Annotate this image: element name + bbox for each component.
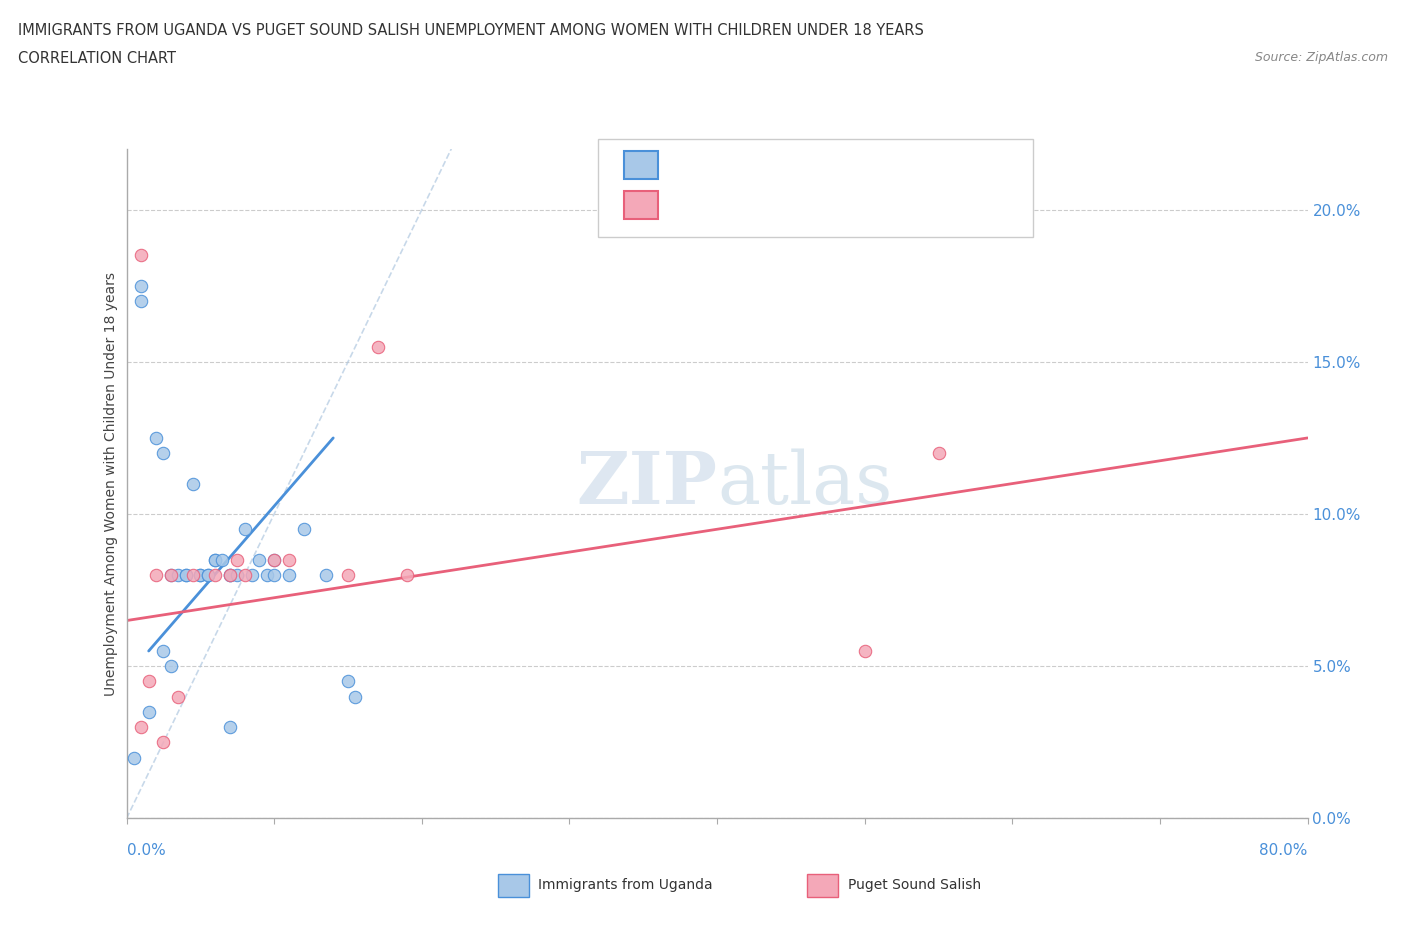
Point bbox=[218, 567, 242, 582]
Text: atlas: atlas bbox=[717, 448, 893, 519]
Point bbox=[344, 689, 367, 704]
Point bbox=[129, 720, 153, 735]
Point bbox=[278, 567, 301, 582]
Text: R =: R = bbox=[668, 195, 704, 214]
Point bbox=[197, 567, 219, 582]
Point bbox=[188, 567, 211, 582]
Point bbox=[226, 567, 249, 582]
Point bbox=[145, 431, 167, 445]
Point bbox=[129, 294, 153, 309]
Point bbox=[337, 674, 360, 689]
Point bbox=[218, 567, 242, 582]
Point bbox=[181, 476, 204, 491]
Text: CORRELATION CHART: CORRELATION CHART bbox=[18, 51, 176, 66]
Point bbox=[366, 339, 388, 354]
Point bbox=[138, 674, 160, 689]
Point bbox=[204, 567, 226, 582]
Text: R =: R = bbox=[668, 155, 704, 174]
Point bbox=[928, 445, 950, 460]
Point bbox=[152, 644, 174, 658]
Text: Source: ZipAtlas.com: Source: ZipAtlas.com bbox=[1254, 51, 1388, 64]
Point bbox=[138, 704, 160, 719]
Text: 0.0%: 0.0% bbox=[127, 844, 166, 858]
Text: IMMIGRANTS FROM UGANDA VS PUGET SOUND SALISH UNEMPLOYMENT AMONG WOMEN WITH CHILD: IMMIGRANTS FROM UGANDA VS PUGET SOUND SA… bbox=[18, 23, 924, 38]
Text: ZIP: ZIP bbox=[576, 448, 717, 519]
Point bbox=[292, 522, 315, 537]
Point bbox=[853, 644, 876, 658]
Point bbox=[396, 567, 419, 582]
Text: N =: N = bbox=[778, 155, 814, 174]
Point bbox=[247, 552, 270, 567]
Text: Immigrants from Uganda: Immigrants from Uganda bbox=[538, 878, 713, 893]
Point bbox=[315, 567, 337, 582]
Point bbox=[278, 552, 301, 567]
Text: 0.257: 0.257 bbox=[707, 155, 755, 174]
Point bbox=[174, 567, 197, 582]
Point bbox=[188, 567, 211, 582]
Text: 80.0%: 80.0% bbox=[1260, 844, 1308, 858]
Point bbox=[181, 567, 204, 582]
Point bbox=[337, 567, 360, 582]
Point bbox=[197, 567, 219, 582]
Point bbox=[152, 735, 174, 750]
Point bbox=[167, 689, 190, 704]
Text: 35: 35 bbox=[815, 155, 837, 174]
Text: 0.312: 0.312 bbox=[707, 195, 755, 214]
Point bbox=[152, 445, 174, 460]
Point bbox=[233, 567, 256, 582]
Point bbox=[145, 567, 167, 582]
Point bbox=[204, 552, 226, 567]
Y-axis label: Unemployment Among Women with Children Under 18 years: Unemployment Among Women with Children U… bbox=[104, 272, 118, 696]
Point bbox=[204, 552, 226, 567]
Point bbox=[129, 278, 153, 293]
Point bbox=[167, 567, 190, 582]
Point bbox=[160, 658, 183, 673]
Point bbox=[256, 567, 278, 582]
Text: Puget Sound Salish: Puget Sound Salish bbox=[848, 878, 981, 893]
Text: N =: N = bbox=[778, 195, 814, 214]
Point bbox=[160, 567, 183, 582]
Point bbox=[211, 552, 233, 567]
Point bbox=[129, 248, 153, 263]
Text: 19: 19 bbox=[815, 195, 837, 214]
Point bbox=[160, 567, 183, 582]
Point bbox=[122, 751, 145, 765]
Point bbox=[263, 552, 285, 567]
Point bbox=[226, 552, 249, 567]
Point bbox=[218, 567, 242, 582]
Point bbox=[263, 552, 285, 567]
Point bbox=[233, 522, 256, 537]
Point bbox=[263, 567, 285, 582]
Point bbox=[174, 567, 197, 582]
Point bbox=[240, 567, 263, 582]
Point bbox=[218, 720, 242, 735]
